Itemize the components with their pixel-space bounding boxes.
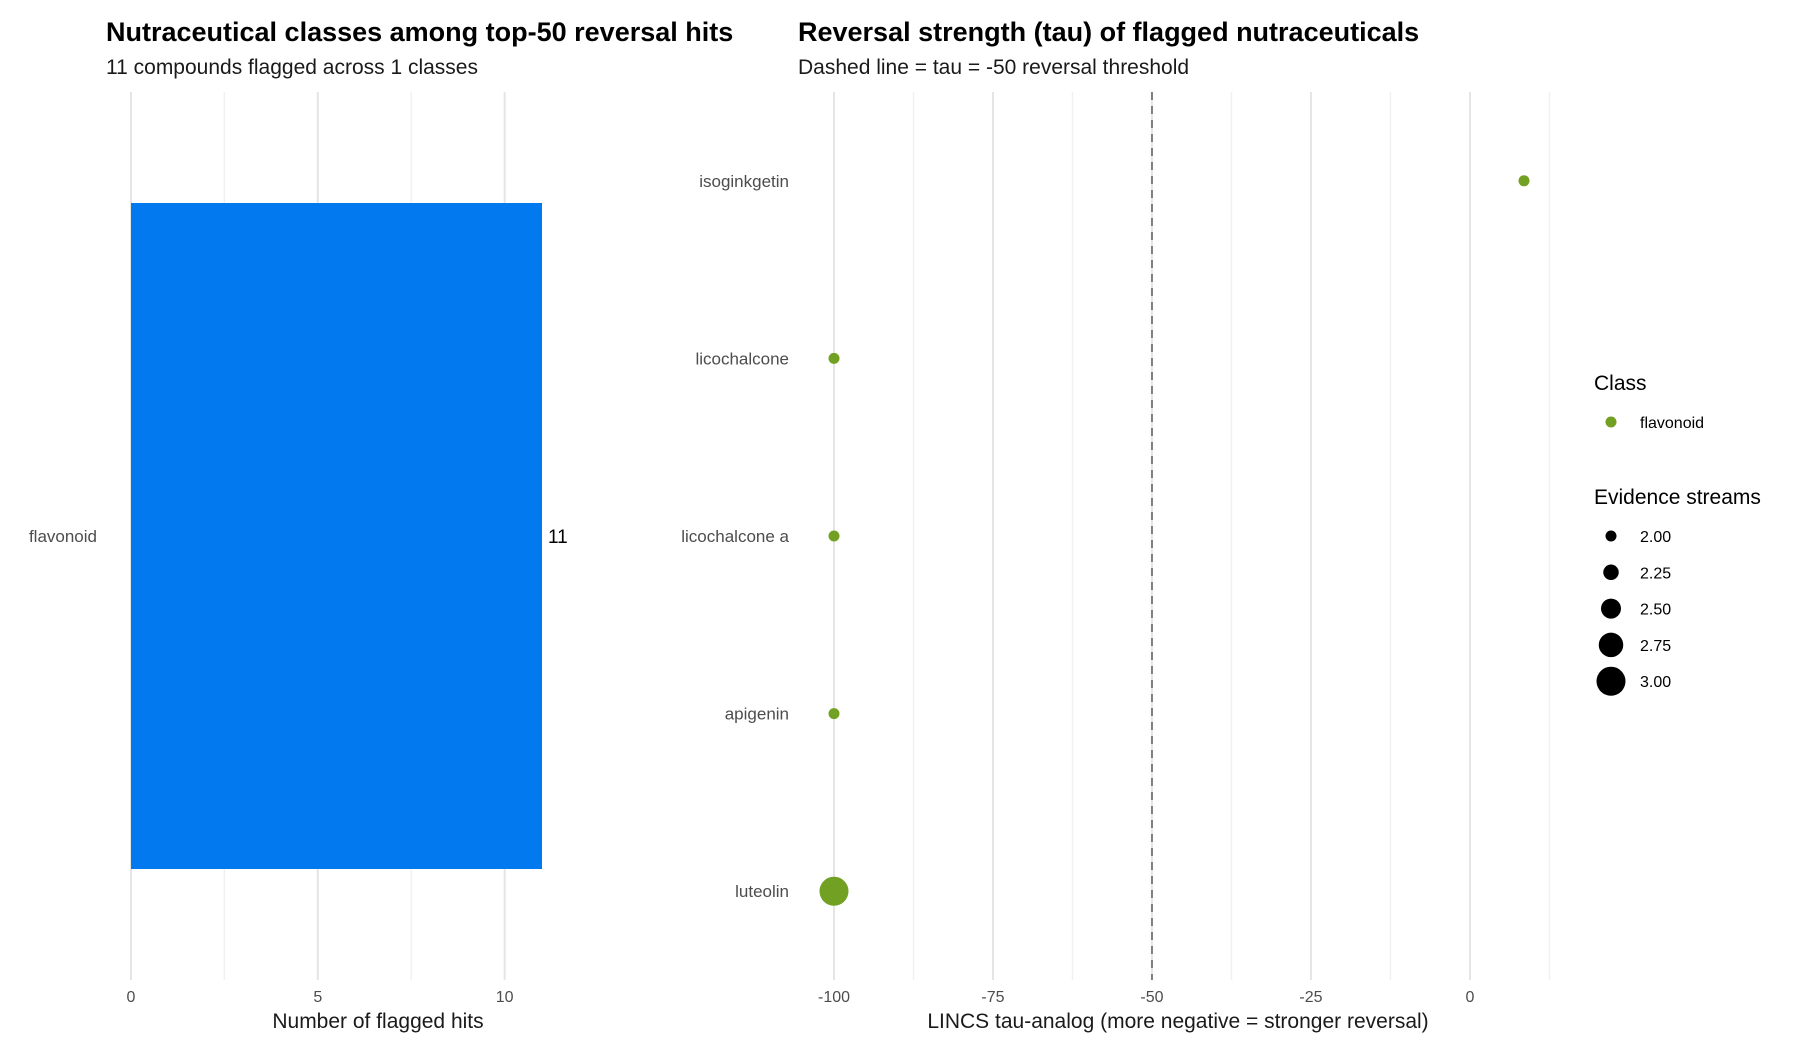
legend-class-entries: flavonoid [1605, 415, 1704, 432]
bar-data-label: 11 [548, 527, 568, 548]
dot-x-tick-label: -50 [1140, 989, 1163, 1006]
legend-size-swatch [1596, 666, 1626, 696]
legend-class-swatch [1605, 416, 1617, 428]
bar-x-tick-label: 5 [313, 989, 322, 1006]
legend-size-label: 3.00 [1640, 674, 1671, 691]
legend-size-label: 2.50 [1640, 602, 1671, 619]
dot-x-tick-label: -75 [981, 989, 1004, 1006]
bar-chart-bars: 11 [131, 203, 568, 869]
dot-chart-x-axis-title: LINCS tau-analog (more negative = strong… [927, 1010, 1428, 1033]
legend-evidence-entries: 2.00 2.25 2.50 2.75 3.00 [1596, 529, 1671, 696]
bar-chart-subtitle: 11 compounds flagged across 1 classes [106, 56, 478, 79]
bar-category-label: flavonoid [29, 527, 97, 546]
legend-size-swatch [1601, 598, 1621, 619]
point-licochalcone-a [828, 530, 840, 542]
point-apigenin [828, 708, 840, 720]
dot-chart-x-ticks: -100 -75 -50 -25 0 [818, 989, 1475, 1006]
legend-size-label: 2.75 [1640, 638, 1671, 655]
dot-chart-panel: Reversal strength (tau) of flagged nutra… [681, 17, 1551, 1033]
bar-x-tick-label: 0 [127, 989, 136, 1006]
legend-class-label: flavonoid [1640, 415, 1704, 432]
legend-size-label: 2.25 [1640, 565, 1671, 582]
dot-x-tick-label: -100 [818, 989, 850, 1006]
point-licochalcone [828, 352, 840, 364]
dot-chart-grid [833, 92, 1551, 980]
bar-flavonoid [131, 203, 542, 869]
bar-chart-panel: Nutraceutical classes among top-50 rever… [29, 17, 733, 1033]
dot-category-label: luteolin [735, 882, 789, 901]
bar-chart-title: Nutraceutical classes among top-50 rever… [106, 17, 733, 47]
dot-category-label: apigenin [725, 705, 789, 724]
dot-category-label: licochalcone [695, 349, 789, 368]
legend-class-title: Class [1594, 372, 1647, 395]
dot-chart-category-labels: isoginkgetin licochalcone licochalcone a ap… [681, 172, 789, 901]
point-isoginkgetin [1518, 175, 1530, 187]
dot-chart-points [819, 175, 1530, 906]
dot-category-label: isoginkgetin [699, 172, 789, 191]
legend-size-swatch [1603, 564, 1619, 581]
bar-x-tick-label: 10 [496, 989, 514, 1006]
legend: Class flavonoid Evidence streams 2.00 2.2… [1594, 372, 1761, 696]
dot-chart-subtitle: Dashed line = tau = -50 reversal thresho… [798, 56, 1189, 79]
legend-size-label: 2.00 [1640, 529, 1671, 546]
dot-x-tick-label: 0 [1465, 989, 1474, 1006]
legend-size-swatch [1598, 632, 1624, 658]
dot-chart-title: Reversal strength (tau) of flagged nutra… [798, 17, 1419, 47]
legend-evidence-title: Evidence streams [1594, 486, 1761, 509]
point-luteolin [819, 876, 849, 906]
legend-size-swatch [1605, 530, 1617, 542]
bar-chart-x-axis-title: Number of flagged hits [272, 1010, 483, 1033]
dot-x-tick-label: -25 [1299, 989, 1322, 1006]
bar-chart-x-ticks: 0 5 10 [127, 989, 514, 1006]
dot-category-label: licochalcone a [681, 527, 789, 546]
bar-chart-category-labels: flavonoid [29, 527, 97, 546]
